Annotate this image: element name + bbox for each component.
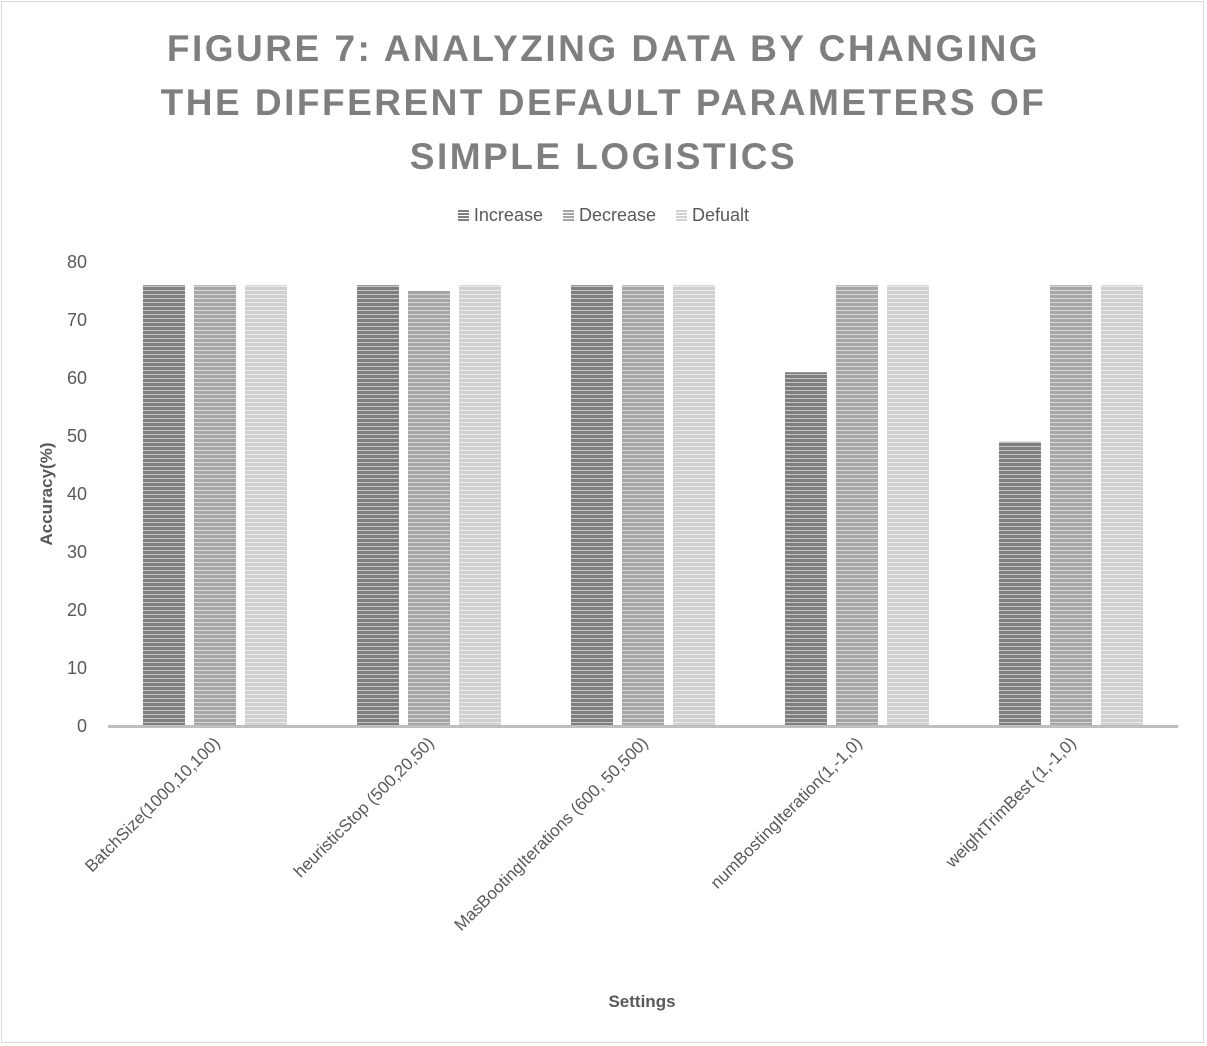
legend-label-increase: Increase xyxy=(473,204,543,225)
chart-title: FIGURE 7: ANALYZING DATA BY CHANGING THE… xyxy=(0,22,1207,184)
y-axis-title: Accuracy(%) xyxy=(37,443,56,546)
bar-decrease-3 xyxy=(836,285,878,726)
bar-decrease-0 xyxy=(194,285,236,726)
x-axis-categories: BatchSize(1000,10,100) heuristicStop (500… xyxy=(81,733,1079,934)
y-tick-label: 10 xyxy=(67,658,87,678)
x-axis-title: Settings xyxy=(608,992,675,1011)
bar-increase-3 xyxy=(785,372,827,726)
legend-label-decrease: Decrease xyxy=(578,204,657,225)
bar-decrease-4 xyxy=(1050,285,1092,726)
legend-item-decrease: Decrease xyxy=(562,204,657,226)
bar-defualt-0 xyxy=(245,285,287,726)
x-category-label: heuristicStop (500,20,50) xyxy=(290,733,438,881)
y-tick-label: 40 xyxy=(67,484,87,504)
bar-defualt-3 xyxy=(887,285,929,726)
bar-decrease-2 xyxy=(622,285,664,726)
y-tick-label: 70 xyxy=(67,310,87,330)
x-category-label: MasBootingIterations (600, 50,500) xyxy=(451,733,652,934)
y-tick-label: 80 xyxy=(67,252,87,272)
y-tick-label: 0 xyxy=(77,716,87,736)
legend-item-increase: Increase xyxy=(457,204,543,226)
y-tick-label: 20 xyxy=(67,600,87,620)
bar-defualt-4 xyxy=(1101,285,1143,726)
legend-swatch-decrease xyxy=(562,209,574,221)
chart-legend: Increase Decrease Defualt xyxy=(0,203,1207,227)
y-tick-label: 30 xyxy=(67,542,87,562)
chart-title-line-2: THE DIFFERENT DEFAULT PARAMETERS OF xyxy=(160,82,1047,123)
legend-label-defualt: Defualt xyxy=(692,204,750,225)
chart-title-line-1: FIGURE 7: ANALYZING DATA BY CHANGING xyxy=(166,28,1041,69)
x-category-label: BatchSize(1000,10,100) xyxy=(81,733,223,875)
legend-item-defualt: Defualt xyxy=(676,205,749,226)
chart-title-line-3: SIMPLE LOGISTICS xyxy=(409,136,798,177)
y-axis-ticks: 0 10 20 30 40 50 60 70 80 xyxy=(67,252,87,736)
bars xyxy=(143,285,1143,726)
bar-defualt-2 xyxy=(673,285,715,726)
bar-increase-4 xyxy=(999,441,1041,726)
y-tick-label: 50 xyxy=(67,426,87,446)
bar-defualt-1 xyxy=(459,285,501,726)
bar-decrease-1 xyxy=(408,291,450,726)
y-tick-label: 60 xyxy=(67,368,87,388)
legend-swatch-increase xyxy=(457,209,469,221)
x-category-label: weightTrimBest (1,-1,0) xyxy=(941,733,1080,872)
legend-swatch-defualt xyxy=(676,209,688,221)
bar-increase-0 xyxy=(143,285,185,726)
bar-increase-1 xyxy=(357,285,399,726)
bar-increase-2 xyxy=(571,285,613,726)
x-category-label: numBostingIteration(1,-1,0) xyxy=(707,733,866,892)
